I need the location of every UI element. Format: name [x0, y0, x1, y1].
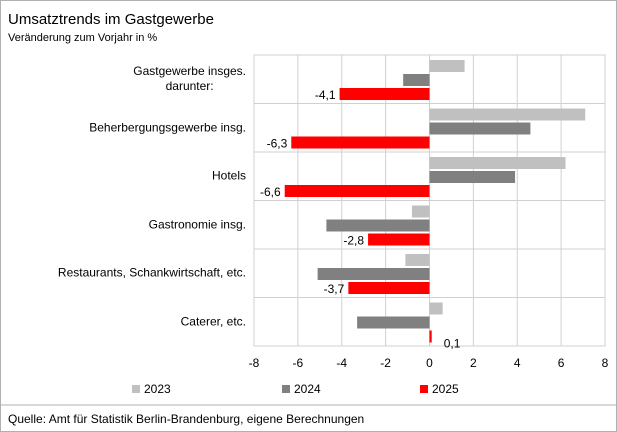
x-tick-label: -2	[380, 356, 391, 370]
x-tick-label: 6	[558, 356, 565, 370]
bar	[326, 219, 430, 232]
bar	[429, 60, 465, 72]
x-tick-label: -6	[293, 356, 304, 370]
bar	[339, 88, 430, 100]
value-label: -2,8	[343, 234, 364, 248]
value-label: -6,3	[267, 137, 288, 151]
bar	[405, 254, 430, 266]
source: Quelle: Amt für Statistik Berlin-Branden…	[8, 412, 364, 426]
bar	[429, 157, 566, 169]
bar	[348, 282, 430, 294]
plot-border	[253, 54, 606, 347]
category-label: Gastronomie insg.	[148, 217, 246, 232]
value-label: -3,7	[324, 282, 345, 296]
legend-label: 2023	[144, 382, 171, 396]
legend-label: 2025	[432, 382, 459, 396]
bar	[429, 122, 531, 135]
bar	[429, 171, 516, 183]
bar	[429, 108, 586, 121]
value-label: -6,6	[260, 185, 281, 199]
category-label: Beherbergungsgewerbe insg.	[89, 120, 246, 135]
x-tick-label: -4	[336, 356, 347, 370]
chart-title: Umsatztrends im Gastgewerbe	[8, 11, 214, 28]
legend-swatch	[132, 385, 140, 393]
x-tick-label: 2	[470, 356, 477, 370]
bar	[284, 185, 430, 197]
category-label: Gastgewerbe insges. darunter:	[133, 64, 246, 94]
bar	[403, 74, 430, 86]
legend-swatch	[282, 385, 290, 393]
legend-label: 2024	[294, 382, 321, 396]
bar	[368, 233, 430, 246]
x-tick-label: 0	[426, 356, 433, 370]
x-tick-label: -8	[249, 356, 260, 370]
bar	[429, 330, 432, 343]
category-label: Hotels	[211, 168, 246, 183]
chart-subtitle: Veränderung zum Vorjahr in %	[8, 32, 157, 44]
bar	[317, 268, 430, 280]
bar	[357, 316, 430, 329]
category-label: Restaurants, Schankwirtschaft, etc.	[57, 265, 246, 280]
category-label: Caterer, etc.	[180, 314, 246, 329]
bar	[429, 302, 443, 315]
bar	[411, 205, 430, 218]
x-tick-label: 8	[602, 356, 609, 370]
value-label: 0,1	[444, 337, 461, 351]
x-tick-label: 4	[514, 356, 521, 370]
bar	[291, 136, 430, 149]
value-label: -4,1	[315, 88, 336, 102]
legend-swatch	[420, 385, 428, 393]
